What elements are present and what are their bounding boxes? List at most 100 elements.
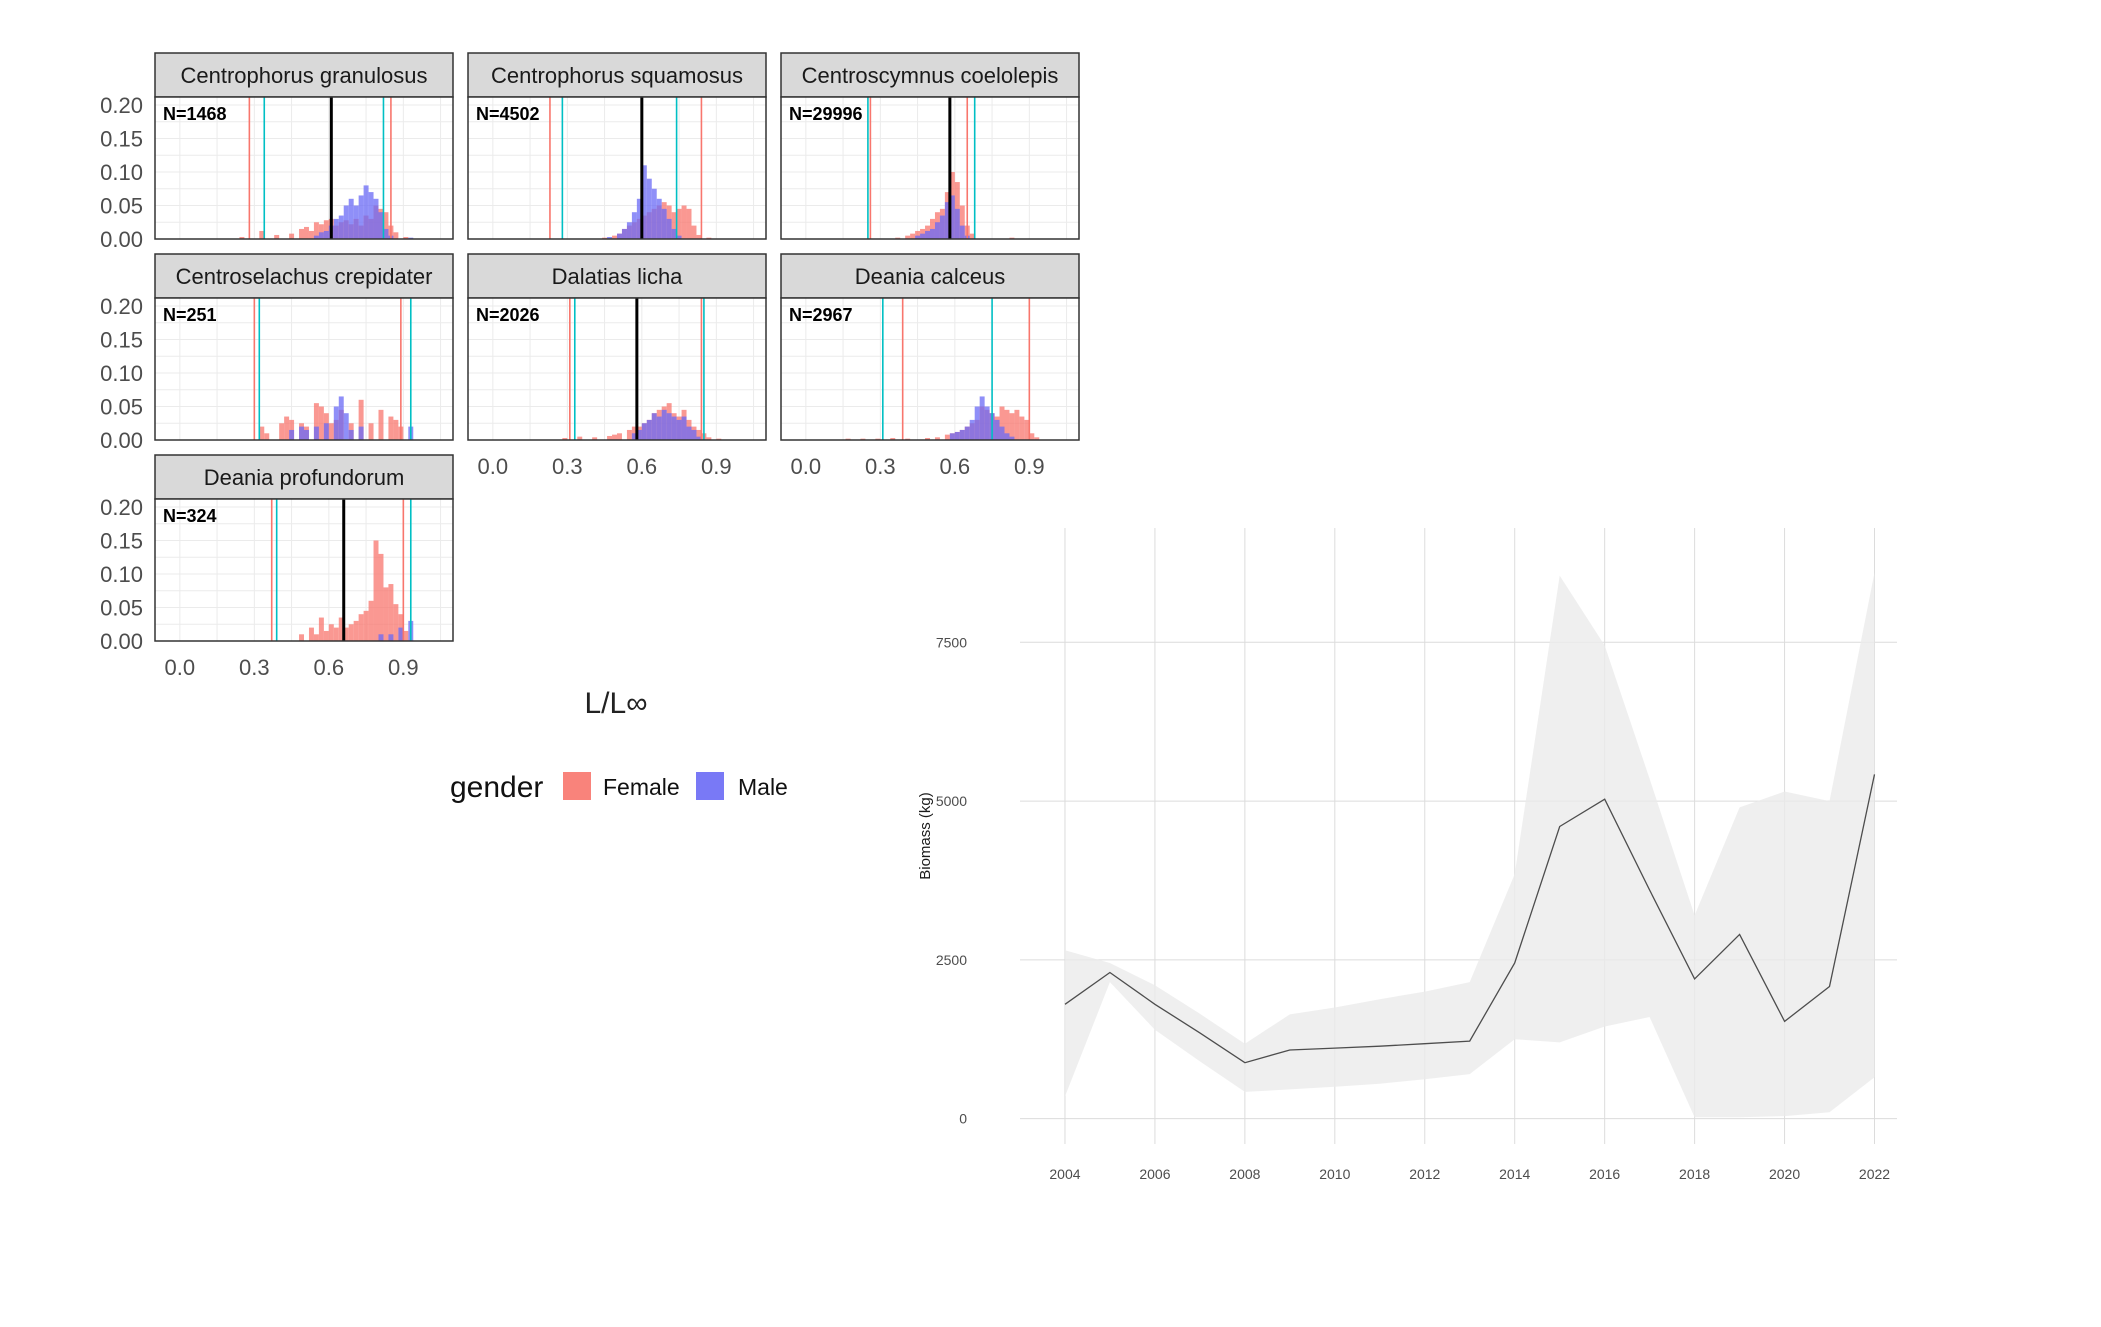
bar-female: [318, 617, 324, 641]
biomass-y-axis-label: Biomass (kg): [917, 792, 934, 880]
y-tick-label: 0.05: [100, 596, 143, 621]
bar-male: [358, 195, 364, 239]
facet-n-label: N=2967: [789, 305, 853, 325]
biomass-x-tick-label: 2012: [1409, 1166, 1440, 1182]
bar-female: [696, 234, 702, 239]
legend-title: gender: [450, 771, 543, 804]
bar-female: [403, 236, 409, 239]
y-tick-label: 0.00: [100, 629, 143, 654]
biomass-x-tick-label: 2008: [1229, 1166, 1260, 1182]
bar-male: [661, 409, 667, 440]
bar-male: [949, 195, 955, 239]
bar-female: [617, 433, 622, 440]
bar-female: [577, 436, 583, 440]
bar-female: [612, 235, 617, 239]
facet-panel: Centrophorus granulosus N=1468 0.00 0.05 0.1…: [100, 52, 454, 252]
facet-strip: [467, 253, 767, 299]
bar-male: [641, 423, 647, 440]
bar-male: [323, 423, 329, 440]
facet-border: [154, 297, 454, 441]
bar-male: [666, 218, 672, 239]
legend-label-female: Female: [603, 774, 680, 800]
bar-male: [304, 429, 309, 440]
bar-female: [264, 433, 270, 440]
x-tick-label: 0.3: [239, 655, 270, 680]
facet-strip: [154, 253, 454, 299]
bar-male: [378, 212, 384, 239]
bar-female: [999, 406, 1005, 440]
facet-species-title: Deania calceus: [855, 264, 1005, 289]
bar-female: [343, 627, 349, 641]
bar-female: [358, 399, 364, 440]
bar-female: [403, 630, 409, 641]
bar-male: [661, 208, 667, 239]
biomass-x-tick-label: 2014: [1499, 1166, 1530, 1182]
y-tick-label: 0.20: [100, 93, 143, 118]
biomass-x-tick-label: 2004: [1049, 1166, 1080, 1182]
bar-male: [954, 431, 960, 440]
y-tick-label: 0.10: [100, 361, 143, 386]
x-tick-label: 0.0: [791, 454, 822, 479]
facet-species-title: Dalatias licha: [552, 264, 684, 289]
bar-female: [676, 208, 682, 239]
bar-male: [348, 429, 354, 440]
bar-female: [671, 212, 677, 239]
facet-border: [780, 297, 1080, 441]
y-tick-label: 0.10: [100, 562, 143, 587]
histogram-x-axis-label: L/L∞: [584, 687, 647, 720]
bar-female: [388, 416, 394, 440]
facet-panel: Centrophorus squamosus N=4502: [467, 52, 767, 240]
bar-female: [890, 437, 896, 440]
facet-strip: [154, 52, 454, 98]
biomass-y-tick-label: 7500: [936, 634, 967, 650]
bar-female: [368, 600, 374, 641]
facet-panel: Dalatias licha N=2026 0.0 0.3 0.6 0.9: [467, 253, 767, 479]
bar-male: [631, 212, 637, 239]
bar-male: [343, 413, 349, 440]
bar-male: [915, 235, 921, 239]
x-tick-label: 0.6: [314, 655, 345, 680]
bar-female: [284, 416, 290, 440]
bar-male: [338, 396, 344, 440]
x-tick-label: 0.3: [552, 454, 583, 479]
bar-female: [313, 403, 319, 440]
bar-female: [626, 429, 632, 440]
bar-female: [607, 435, 613, 440]
bar-female: [910, 233, 916, 239]
gender-legend: gender Female Male: [450, 771, 788, 804]
facet-species-title: Deania profundorum: [204, 465, 405, 490]
bar-female: [308, 627, 314, 641]
bar-male: [383, 228, 389, 239]
facet-border: [467, 297, 767, 441]
bar-male: [1004, 433, 1010, 440]
bar-female: [612, 434, 617, 440]
biomass-x-tick-label: 2022: [1859, 1166, 1890, 1182]
legend-key-male: [696, 772, 724, 800]
bar-male: [646, 178, 652, 239]
biomass-x-tick-label: 2018: [1679, 1166, 1710, 1182]
bar-female: [318, 406, 324, 440]
x-tick-label: 0.0: [478, 454, 509, 479]
bar-male: [651, 413, 657, 440]
bar-male: [949, 433, 955, 440]
bar-male: [925, 230, 930, 239]
bar-female: [353, 620, 359, 641]
bar-female: [944, 434, 950, 440]
bar-female: [358, 614, 364, 641]
facet-n-label: N=1468: [163, 104, 227, 124]
facet-species-title: Centrophorus granulosus: [180, 63, 427, 88]
bar-male: [676, 419, 682, 440]
bar-male: [338, 215, 344, 239]
y-tick-label: 0.15: [100, 529, 143, 554]
bar-female: [363, 610, 369, 641]
biomass-x-tick-label: 2010: [1319, 1166, 1350, 1182]
x-tick-label: 0.3: [865, 454, 896, 479]
bar-female: [313, 222, 319, 239]
bar-female: [328, 423, 334, 440]
bar-female: [686, 208, 692, 239]
facet-n-label: N=2026: [476, 305, 540, 325]
bar-male: [696, 436, 702, 440]
bar-male: [934, 222, 940, 239]
bar-female: [681, 205, 687, 239]
bar-male: [607, 236, 613, 239]
